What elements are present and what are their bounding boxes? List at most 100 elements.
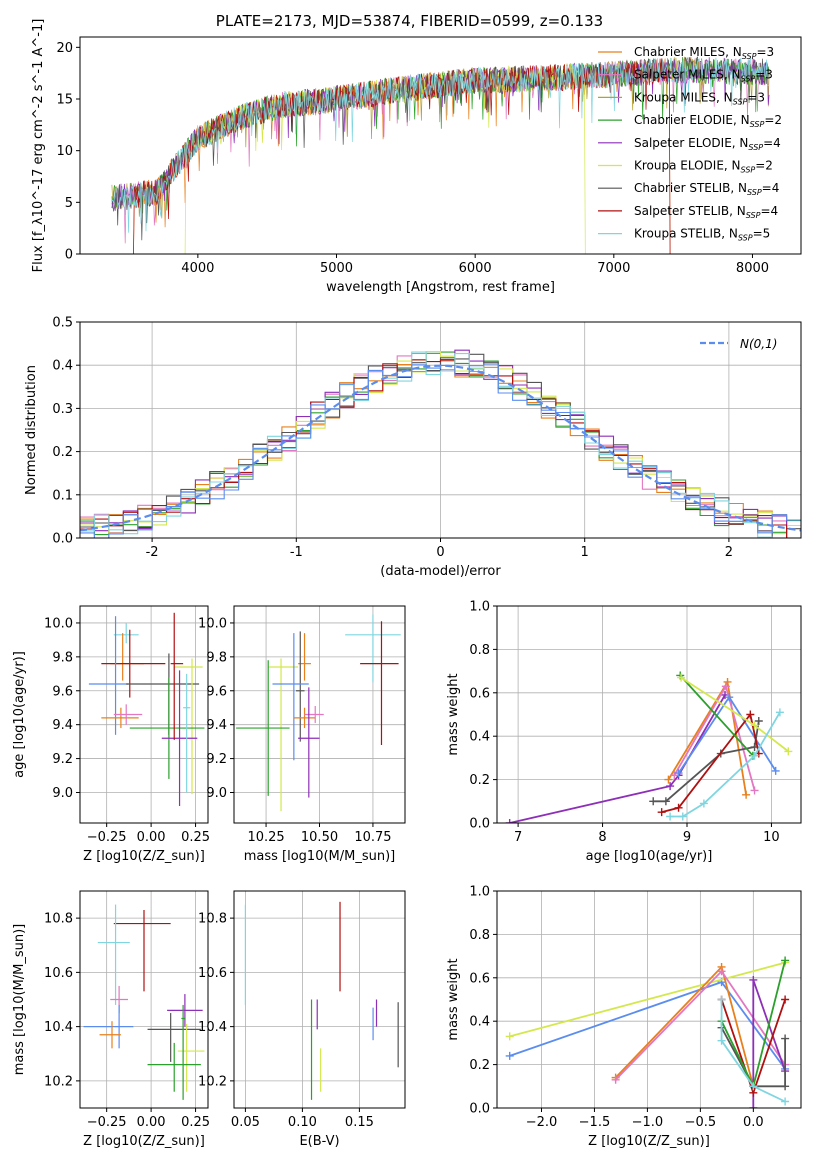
axes-frame (233, 605, 406, 824)
x-tick-label: −1.0 (632, 1115, 664, 1130)
mass-weight-marker (781, 995, 790, 1004)
error-bar-point (181, 1004, 185, 1100)
error-bar-point (170, 612, 184, 740)
y-tick-label: 0.4 (52, 359, 73, 374)
mass-weight-age-panel: 7 8 9 10 0.0 0.2 0.4 0.6 0.8 1.0 age [log10(age/yr… (446, 600, 802, 864)
mass-weight-marker (750, 721, 759, 730)
mass-weight-marker (677, 673, 686, 682)
x-tick-label: 0.05 (231, 1115, 260, 1130)
error-bar-point (126, 653, 200, 735)
x-tick-label: 10.75 (354, 830, 391, 845)
error-bar-point (99, 1021, 121, 1049)
y-tick-label: 0.2 (469, 1058, 490, 1073)
mass-weight-marker (775, 708, 784, 717)
legend-label: Kroupa MILES, NSSP=3 (634, 90, 765, 106)
y-tick-label: 0.0 (52, 532, 73, 547)
y-tick-label: 1.0 (469, 600, 490, 615)
mass-weight-marker (674, 803, 683, 812)
mass-weight-z-panel: −2.0 −1.5 −1.0 −0.5 0.0 0.0 0.2 0.4 0.6 0.8 1.0 Z [… (446, 885, 802, 1149)
mass-weight-series (661, 712, 760, 813)
y-tick-label: 0.6 (469, 686, 490, 701)
y-tick-label: 9.4 (52, 718, 73, 733)
x-tick-label: 0.15 (345, 1115, 374, 1130)
age-mass-panel: 10.25 10.50 10.75 9.0 9.2 9.4 9.6 9.8 10.0 mass [… (198, 605, 406, 864)
mass-weight-series (614, 965, 755, 1087)
y-tick-label: 9.6 (52, 684, 73, 699)
mass-weight-marker (749, 975, 758, 984)
mass-weight-marker (750, 751, 759, 760)
y-tick-label: 0.0 (469, 817, 490, 832)
plot-area (111, 56, 770, 254)
x-tick-label: 0.25 (181, 1115, 210, 1130)
y-axis-label: Normed distribution (24, 365, 39, 495)
mass-weight-marker (723, 677, 732, 686)
y-tick-label: 10.2 (198, 1074, 227, 1089)
mass-weight-marker (784, 747, 793, 756)
y-tick-label: 0.4 (469, 1015, 490, 1030)
mass-weight-series (509, 961, 786, 1038)
x-tick-label: −0.25 (87, 830, 127, 845)
mass-weight-marker (781, 956, 790, 965)
y-tick-label: 9.0 (206, 786, 227, 801)
histogram-step (80, 350, 801, 535)
x-tick-label: 4000 (181, 261, 214, 276)
axes-frame (79, 321, 802, 539)
error-bar-point (272, 633, 309, 761)
mass-weight-marker (664, 775, 673, 784)
axes-frame (496, 890, 802, 1109)
x-axis-label: mass [log10(M/M_sun)] (244, 849, 396, 864)
x-tick-label: −1.5 (579, 1115, 611, 1130)
x-tick-label: −2.0 (526, 1115, 558, 1130)
mass-weight-series (509, 694, 726, 823)
mass-weight-marker (749, 1082, 758, 1091)
residual-panel: -2 -1 0 1 2 0.0 0.1 0.2 0.3 0.4 0.5 (data-model)/er… (24, 316, 802, 579)
y-tick-label: 1.0 (469, 885, 490, 900)
y-tick-label: 0.0 (469, 1102, 490, 1117)
axes-frame (79, 36, 802, 255)
error-bar-point (129, 677, 205, 779)
y-tick-label: 20 (56, 41, 73, 56)
y-tick-label: 10.0 (198, 616, 227, 631)
mass-weight-marker (781, 1097, 790, 1106)
mass-weight-marker (670, 771, 679, 780)
mass-weight-marker (661, 797, 670, 806)
mass-weight-marker (771, 766, 780, 775)
error-bar-point (147, 1042, 201, 1092)
x-tick-label: 10.50 (301, 830, 338, 845)
plot-area (80, 349, 801, 538)
mass-weight-marker (725, 693, 734, 702)
mass-weight-marker (750, 786, 759, 795)
y-tick-label: 0.2 (469, 773, 490, 788)
error-bar-point (360, 621, 399, 746)
x-axis-label: age [log10(age/yr)] (586, 849, 713, 864)
histogram-step (80, 359, 801, 538)
x-tick-label: 9 (683, 830, 691, 845)
mass-weight-marker (611, 1075, 620, 1084)
mass-weight-marker (781, 1034, 790, 1043)
error-bar-point (183, 673, 191, 793)
axes-frame (79, 890, 209, 1109)
x-axis-label: Z [log10(Z/Z_sun)] (83, 1134, 205, 1149)
y-tick-label: 0.8 (469, 643, 490, 658)
y-tick-label: 10.4 (44, 1020, 73, 1035)
y-tick-label: 15 (56, 93, 73, 108)
plot-area (244, 901, 399, 1100)
x-tick-label: −0.5 (685, 1115, 717, 1130)
x-tick-label: 10 (763, 830, 780, 845)
y-tick-label: 10 (56, 144, 73, 159)
y-tick-label: 10.8 (198, 912, 227, 927)
x-tick-label: 2 (725, 545, 733, 560)
mass-weight-marker (699, 799, 708, 808)
mass-weight-marker (666, 812, 675, 821)
plot-area (88, 612, 205, 807)
mass-weight-marker (674, 769, 683, 778)
mass-weight-marker (749, 1104, 758, 1108)
mass-weight-series (679, 674, 754, 757)
y-tick-label: 9.2 (52, 752, 73, 767)
x-tick-label: -2 (146, 545, 159, 560)
mass-weight-marker (505, 1051, 514, 1060)
axes-frame (496, 605, 802, 824)
x-tick-label: 0 (436, 545, 444, 560)
x-tick-label: 0.10 (288, 1115, 317, 1130)
x-tick-label: 6000 (459, 261, 492, 276)
